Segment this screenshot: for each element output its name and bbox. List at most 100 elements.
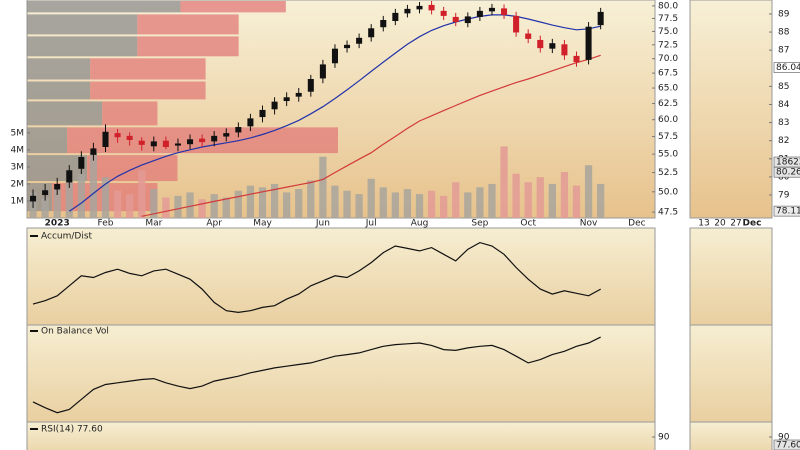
ad-detail-panel [689,227,773,326]
candle-body [380,19,387,28]
volume-bar [234,190,242,218]
y-tick-label: 88 [778,28,790,38]
y-tick-label: 77.5 [658,14,678,24]
y-tick-label: 62.5 [658,99,678,109]
x-tick-label: Feb [98,219,114,229]
rsi-marker-label: 77.60 [776,441,800,450]
y-tick-label: 55.0 [658,150,678,160]
x-tick-label: Dec [743,219,762,229]
rsi-detail-panel [689,421,773,450]
volume-bar [548,183,556,218]
volume-bar [536,177,544,218]
y-tick-label: 80.0 [658,1,678,11]
volume-bar [415,194,424,218]
x-tick-label: Jul [365,219,377,229]
candle-body [174,143,181,146]
candle-body [404,8,411,14]
volume-bar [452,182,460,218]
volume-by-price-bar [137,36,239,57]
volume-bar [500,146,508,218]
y-tick-label: 52.5 [658,168,678,178]
x-tick-label: Aug [411,219,429,229]
volume-by-price-bar [180,1,286,13]
moving-average [141,54,601,217]
volume-tick-label: 5M [11,128,25,138]
candle-body [464,16,471,24]
candle-body [585,26,592,60]
candle-body [54,183,61,190]
volume-by-price-bar [87,155,178,182]
volume-by-price-bar [27,81,91,100]
y-tick-label: 47.5 [658,208,678,218]
x-tick-label: 2023 [45,219,70,229]
volume-bar [343,190,351,218]
y-tick-label: 67.5 [658,69,678,79]
candle-body [199,138,206,143]
y-tick-label: 60.0 [658,115,678,125]
volume-bar [584,165,593,218]
detail-panel [689,0,773,219]
volume-bar [101,177,110,218]
volume-bar [198,199,206,218]
price-marker [773,205,800,217]
obv-panel [26,324,656,423]
panel-label: On Balance Vol [41,327,109,337]
obv-detail-panel [689,324,773,423]
volume-bar [258,187,267,218]
volume-bar [307,180,315,218]
candle-body [162,140,169,147]
volume-bar [89,151,98,218]
moving-average [68,14,601,212]
volume-by-price-bar [27,155,88,182]
x-tick-label: 20 [714,219,726,229]
volume-by-price-bar [27,14,138,35]
y-tick-label: 57.5 [658,132,678,142]
x-tick-label: Dec [628,219,645,229]
y-tick-label: 79 [778,191,790,201]
volume-bar [222,197,230,218]
y-tick-label: 50.0 [658,187,678,197]
x-tick-label: Apr [206,219,222,229]
volume-bar [488,183,496,218]
y-tick-label: 65.0 [658,84,678,94]
volume-bar [476,187,484,218]
candle-body [537,39,544,49]
candle-body [356,37,363,44]
volume-by-price-bar [27,36,138,57]
volume-by-price-bar [90,58,206,80]
candle-body [78,157,85,169]
volume-bar [560,172,569,218]
volume-by-price-bar [102,101,158,126]
candle-body [392,12,399,22]
price-marker-label: 86.04 [776,63,800,73]
y-tick-label: 82 [778,136,789,146]
candle-body [331,48,338,64]
candle-body [452,16,459,23]
volume-bar [210,194,218,218]
x-tick-label: Nov [580,219,598,229]
candle-body [259,109,266,118]
volume-bar [367,178,375,218]
candle-body [416,5,423,10]
candle-body [138,140,145,145]
volume-bar [138,170,146,218]
y-tick-label: 72.5 [658,40,678,50]
candle-body [549,43,556,49]
y-tick-label: 90 [778,433,790,443]
y-tick-label: 85 [778,82,789,92]
volume-by-price-bar [137,14,239,35]
x-tick-label: 27 [730,219,741,229]
candle-body [235,127,242,133]
volume-tick-label: 4M [11,145,25,155]
volume-bar [355,194,363,218]
candle-body [150,141,157,147]
volume-marker [773,156,800,168]
candle-body [440,10,447,16]
volume-bar [319,156,327,218]
candle-body [211,135,218,142]
candle-body [513,15,520,33]
volume-bar [126,194,134,218]
volume-bar [174,195,182,218]
y-tick-label: 70.0 [658,54,678,64]
